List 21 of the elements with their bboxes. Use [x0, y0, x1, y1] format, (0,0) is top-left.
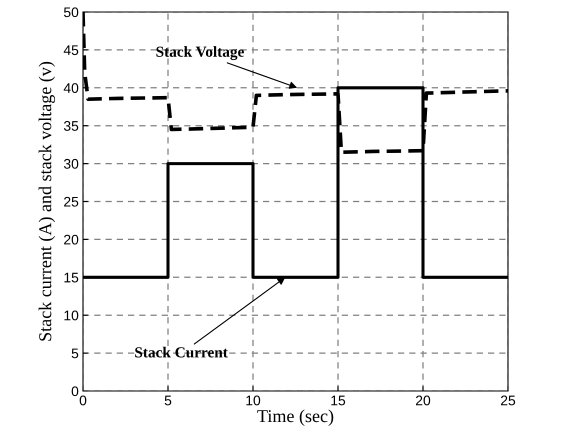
x-tick-label: 20	[416, 396, 430, 406]
annotation: Stack Current	[135, 346, 228, 358]
y-tick-label: 40	[64, 83, 78, 93]
x-axis-title: Time (sec)	[257, 410, 334, 426]
y-tick-label: 15	[64, 272, 78, 282]
x-tick-label: 25	[500, 396, 516, 406]
x-tick-label: 0	[80, 396, 86, 406]
annotation: Stack Voltage	[156, 46, 244, 60]
y-tick-label: 35	[64, 121, 78, 131]
x-tick-label: 10	[246, 396, 260, 406]
y-tick-label: 10	[64, 310, 78, 320]
x-tick-label: 5	[164, 396, 172, 406]
y-tick-label: 25	[64, 196, 78, 207]
y-tick-label: 20	[64, 234, 78, 245]
y-tick-label: 30	[64, 158, 78, 169]
x-tick-label: 15	[331, 396, 346, 406]
y-tick-label: 5	[72, 348, 78, 358]
y-tick-label: 45	[64, 45, 78, 56]
y-axis-title: Stack current (A) and stack voltage (v)	[38, 62, 56, 341]
y-tick-label: 50	[64, 7, 78, 18]
y-tick-label: 0	[72, 386, 78, 396]
